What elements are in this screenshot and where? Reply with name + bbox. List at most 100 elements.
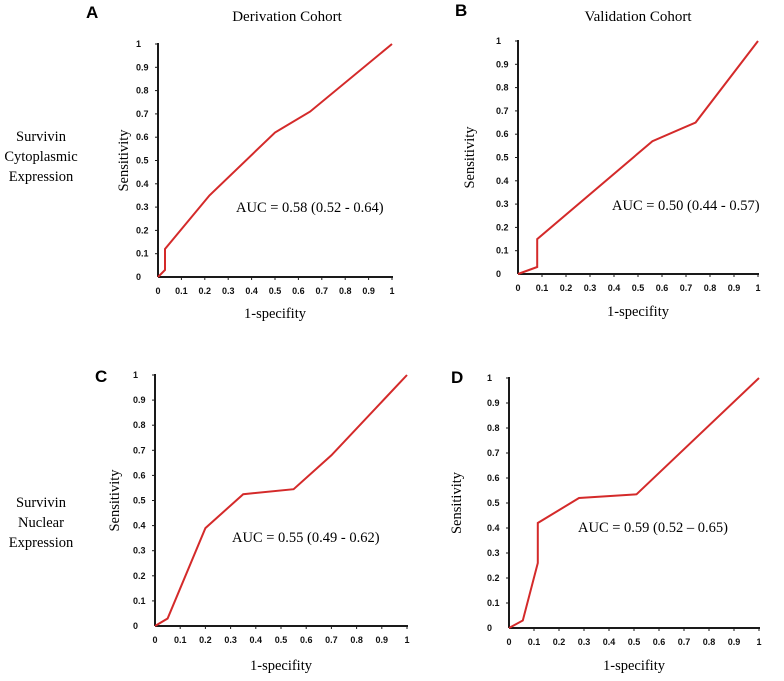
- x-tick-label: 0.9: [362, 286, 375, 296]
- auc-annotation: AUC = 0.58 (0.52 - 0.64): [236, 200, 384, 216]
- x-tick-label: 1: [756, 637, 761, 647]
- roc-curve: [508, 377, 760, 629]
- y-tick-label: 0.7: [133, 445, 146, 455]
- row-label-line: Nuclear: [18, 515, 64, 531]
- roc-curve: [517, 40, 759, 275]
- panel-letter: A: [86, 3, 98, 22]
- y-tick-label: 0.1: [133, 596, 146, 606]
- y-tick-label: 0.3: [136, 202, 149, 212]
- y-tick-label: 0.1: [487, 598, 500, 608]
- chart-panel-a: A 0 0.1 0.2 0.3 0.4 0.5 0.6 0.7 0.8 0.9 1 0 0.1 0.2 0.3…: [86, 3, 395, 322]
- auc-annotation: AUC = 0.59 (0.52 – 0.65): [578, 520, 728, 536]
- row-label-line: Cytoplasmic: [4, 149, 77, 165]
- y-tick-label: 0: [133, 621, 138, 631]
- chart-panel-d: D 0 0.1 0.2 0.3 0.4 0.5 0.6 0.7 0.8 0.9 1 0 0.1 0.2 0.3…: [449, 368, 762, 674]
- x-tick-label: 0: [506, 637, 511, 647]
- x-tick-label: 0.5: [275, 635, 288, 645]
- row-label-line: Survivin: [16, 495, 67, 511]
- x-tick-label: 0.3: [224, 635, 237, 645]
- x-tick-label: 0.2: [553, 637, 566, 647]
- y-tick-label: 0.8: [133, 420, 146, 430]
- y-axis-label: Sensitivity: [107, 469, 123, 532]
- y-tick-label: 0.2: [136, 225, 149, 235]
- x-tick-label: 0.4: [250, 635, 263, 645]
- y-tick-label: 1: [136, 39, 141, 49]
- y-tick-label: 0: [136, 272, 141, 282]
- y-tick-label: 0.2: [487, 573, 500, 583]
- x-tick-label: 1: [755, 283, 760, 293]
- y-tick-label: 0.7: [136, 109, 149, 119]
- x-tick-label: 0.5: [632, 283, 645, 293]
- y-tick-label: 0.3: [133, 546, 146, 556]
- y-tick-label: 1: [487, 373, 492, 383]
- x-tick-label: 0.3: [584, 283, 597, 293]
- x-tick-label: 0.9: [728, 283, 741, 293]
- x-tick-label: 0.5: [269, 286, 282, 296]
- chart-panel-b: B 0 0.1 0.2 0.3 0.4 0.5 0.6 0.7 0.8 0.9 1 0 0.1 0.2 0.3…: [455, 1, 761, 320]
- auc-annotation: AUC = 0.55 (0.49 - 0.62): [232, 530, 380, 546]
- y-tick-label: 0.5: [136, 156, 149, 166]
- y-tick-label: 0.2: [496, 222, 509, 232]
- x-axis-label: 1-specifity: [244, 306, 307, 322]
- y-tick-label: 0.6: [487, 473, 500, 483]
- y-tick-label: 0.6: [133, 470, 146, 480]
- x-tick-label: 0.7: [678, 637, 691, 647]
- row-label-line: Expression: [9, 169, 74, 185]
- x-axis-label: 1-specifity: [607, 304, 670, 320]
- y-tick-label: 0.8: [487, 423, 500, 433]
- x-tick-label: 0.1: [528, 637, 541, 647]
- y-tick-label: 1: [496, 36, 501, 46]
- x-tick-label: 0.6: [656, 283, 669, 293]
- y-tick-label: 0.6: [136, 132, 149, 142]
- x-tick-label: 0.3: [222, 286, 235, 296]
- x-tick-label: 0.4: [608, 283, 621, 293]
- x-tick-label: 0.5: [628, 637, 641, 647]
- y-tick-label: 0.4: [487, 523, 500, 533]
- y-tick-label: 0.6: [496, 129, 509, 139]
- y-tick-label: 0.5: [487, 498, 500, 508]
- y-axis-label: Sensitivity: [116, 129, 132, 192]
- column-title-validation: Validation Cohort: [584, 9, 692, 25]
- auc-annotation: AUC = 0.50 (0.44 - 0.57): [612, 198, 760, 214]
- x-tick-label: 0.2: [199, 635, 212, 645]
- y-tick-label: 0.9: [133, 395, 146, 405]
- x-tick-label: 1: [389, 286, 394, 296]
- x-axis-label: 1-specifity: [250, 658, 313, 674]
- y-tick-label: 0.1: [496, 246, 509, 256]
- x-tick-label: 0.3: [578, 637, 591, 647]
- x-tick-label: 0.9: [728, 637, 741, 647]
- column-title-derivation: Derivation Cohort: [232, 9, 342, 25]
- x-tick-label: 1: [404, 635, 409, 645]
- x-tick-label: 0.9: [376, 635, 389, 645]
- x-tick-label: 0.8: [350, 635, 363, 645]
- y-axis-label: Sensitivity: [462, 126, 478, 189]
- y-tick-label: 0.3: [496, 199, 509, 209]
- y-tick-label: 0: [496, 269, 501, 279]
- y-tick-label: 1: [133, 370, 138, 380]
- panel-letter: D: [451, 368, 463, 387]
- x-tick-label: 0.6: [300, 635, 313, 645]
- y-tick-label: 0.7: [496, 106, 509, 116]
- y-tick-label: 0.4: [136, 179, 149, 189]
- y-tick-label: 0: [487, 623, 492, 633]
- y-tick-label: 0.4: [133, 521, 146, 531]
- row-label-line: Expression: [9, 535, 74, 551]
- y-tick-label: 0.8: [136, 86, 149, 96]
- y-tick-label: 0.5: [133, 496, 146, 506]
- x-tick-label: 0.1: [175, 286, 188, 296]
- y-tick-label: 0.8: [496, 83, 509, 93]
- x-tick-label: 0: [152, 635, 157, 645]
- x-tick-label: 0.2: [560, 283, 573, 293]
- y-tick-label: 0.9: [487, 398, 500, 408]
- y-tick-label: 0.3: [487, 548, 500, 558]
- x-tick-label: 0.7: [325, 635, 338, 645]
- roc-curve: [154, 374, 408, 627]
- y-tick-label: 0.9: [136, 62, 149, 72]
- y-tick-label: 0.9: [496, 59, 509, 69]
- y-axis-label: Sensitivity: [449, 471, 465, 534]
- x-tick-label: 0.6: [292, 286, 305, 296]
- roc-curve: [157, 43, 393, 278]
- x-tick-label: 0.4: [245, 286, 258, 296]
- x-tick-label: 0.6: [653, 637, 666, 647]
